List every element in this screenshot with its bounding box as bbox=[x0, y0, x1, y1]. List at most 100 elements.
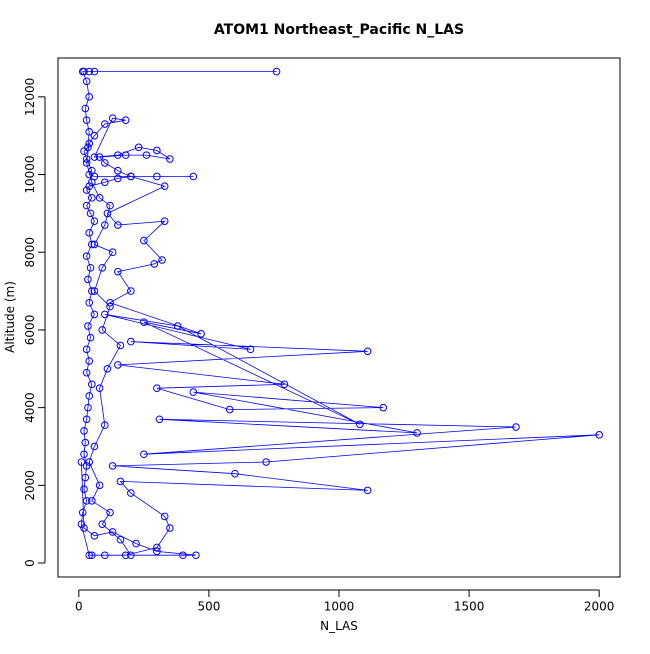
data-point bbox=[82, 415, 91, 424]
data-point bbox=[85, 128, 94, 136]
data-point bbox=[88, 380, 96, 389]
data-point bbox=[80, 524, 88, 532]
data-point bbox=[82, 345, 91, 354]
data-point bbox=[189, 388, 198, 396]
y-tick-label: 0 bbox=[23, 559, 37, 567]
data-point bbox=[153, 384, 161, 393]
data-point bbox=[153, 172, 161, 181]
data-point bbox=[81, 473, 90, 482]
data-point bbox=[134, 143, 143, 152]
data-point bbox=[90, 240, 99, 249]
y-axis-label: Altitude (m) bbox=[3, 281, 17, 353]
data-point bbox=[82, 462, 91, 470]
data-point bbox=[108, 462, 117, 470]
data-point bbox=[78, 67, 87, 76]
data-point bbox=[106, 302, 114, 311]
data-point bbox=[84, 275, 92, 284]
data-point bbox=[98, 520, 107, 528]
data-point bbox=[80, 485, 88, 494]
data-point bbox=[101, 120, 109, 128]
data-point bbox=[80, 427, 88, 435]
y-tick-label: 4000 bbox=[23, 392, 37, 423]
data-point bbox=[81, 104, 90, 113]
data-point bbox=[85, 182, 94, 190]
data-point bbox=[84, 143, 92, 152]
data-point bbox=[85, 139, 94, 148]
chart-title: ATOM1 Northeast_Pacific N_LAS bbox=[214, 22, 464, 38]
data-point bbox=[114, 221, 122, 229]
x-tick-label: 1000 bbox=[324, 600, 355, 614]
data-point bbox=[88, 497, 96, 505]
data-point bbox=[90, 217, 99, 225]
y-tick-label: 8000 bbox=[23, 237, 37, 268]
data-point bbox=[158, 256, 166, 264]
data-point bbox=[114, 267, 122, 276]
x-axis-label: N_LAS bbox=[320, 619, 358, 633]
data-point bbox=[98, 263, 107, 272]
data-point bbox=[82, 252, 91, 260]
data-point bbox=[85, 357, 94, 365]
data-point bbox=[90, 153, 99, 161]
y-tick-label: 2000 bbox=[23, 470, 37, 501]
data-point bbox=[88, 551, 96, 560]
data-point bbox=[272, 67, 281, 76]
data-point bbox=[140, 236, 148, 245]
data-point bbox=[512, 423, 520, 431]
data-point bbox=[88, 287, 96, 295]
data-point bbox=[140, 318, 148, 326]
data-point bbox=[114, 361, 122, 369]
data-point bbox=[108, 248, 117, 257]
data-point bbox=[82, 159, 91, 167]
data-point bbox=[166, 155, 174, 163]
data-point bbox=[262, 458, 270, 466]
data-point bbox=[90, 442, 99, 451]
data-point bbox=[356, 420, 364, 429]
data-point bbox=[82, 155, 91, 163]
y-tick-label: 6000 bbox=[23, 315, 37, 346]
data-point bbox=[142, 151, 151, 159]
y-tick-label: 10000 bbox=[23, 155, 37, 193]
data-point bbox=[81, 438, 90, 447]
data-point bbox=[140, 450, 148, 459]
data-point bbox=[155, 415, 164, 424]
x-tick-label: 2000 bbox=[584, 600, 615, 614]
data-point bbox=[106, 201, 114, 210]
data-point bbox=[85, 551, 94, 560]
data-point bbox=[363, 347, 372, 356]
data-point bbox=[127, 551, 135, 560]
data-point bbox=[127, 337, 135, 346]
data-point bbox=[106, 508, 114, 517]
data-point bbox=[77, 458, 86, 466]
data-point bbox=[88, 240, 96, 249]
data-point bbox=[86, 209, 95, 218]
data-point bbox=[179, 551, 187, 560]
data-point bbox=[116, 477, 125, 486]
data-point bbox=[85, 458, 94, 466]
data-point bbox=[84, 322, 92, 330]
x-tick-label: 0 bbox=[75, 600, 83, 614]
data-point bbox=[101, 551, 109, 560]
data-point bbox=[225, 405, 234, 414]
data-point bbox=[101, 178, 109, 187]
data-point bbox=[85, 93, 94, 101]
data-point bbox=[95, 153, 104, 161]
data-point bbox=[82, 497, 91, 505]
x-tick-label: 500 bbox=[197, 600, 220, 614]
data-point bbox=[127, 489, 135, 497]
data-point bbox=[379, 403, 388, 412]
data-point bbox=[127, 172, 135, 181]
data-point bbox=[101, 310, 109, 319]
data-point bbox=[173, 322, 182, 330]
data-point bbox=[82, 116, 91, 124]
data-point bbox=[114, 151, 122, 159]
data-point bbox=[85, 298, 94, 307]
data-point bbox=[114, 166, 122, 175]
data-point bbox=[95, 384, 104, 393]
data-point bbox=[88, 178, 96, 187]
data-point bbox=[153, 547, 161, 556]
data-point bbox=[82, 77, 91, 86]
data-point bbox=[77, 520, 86, 528]
data-point bbox=[106, 298, 114, 307]
